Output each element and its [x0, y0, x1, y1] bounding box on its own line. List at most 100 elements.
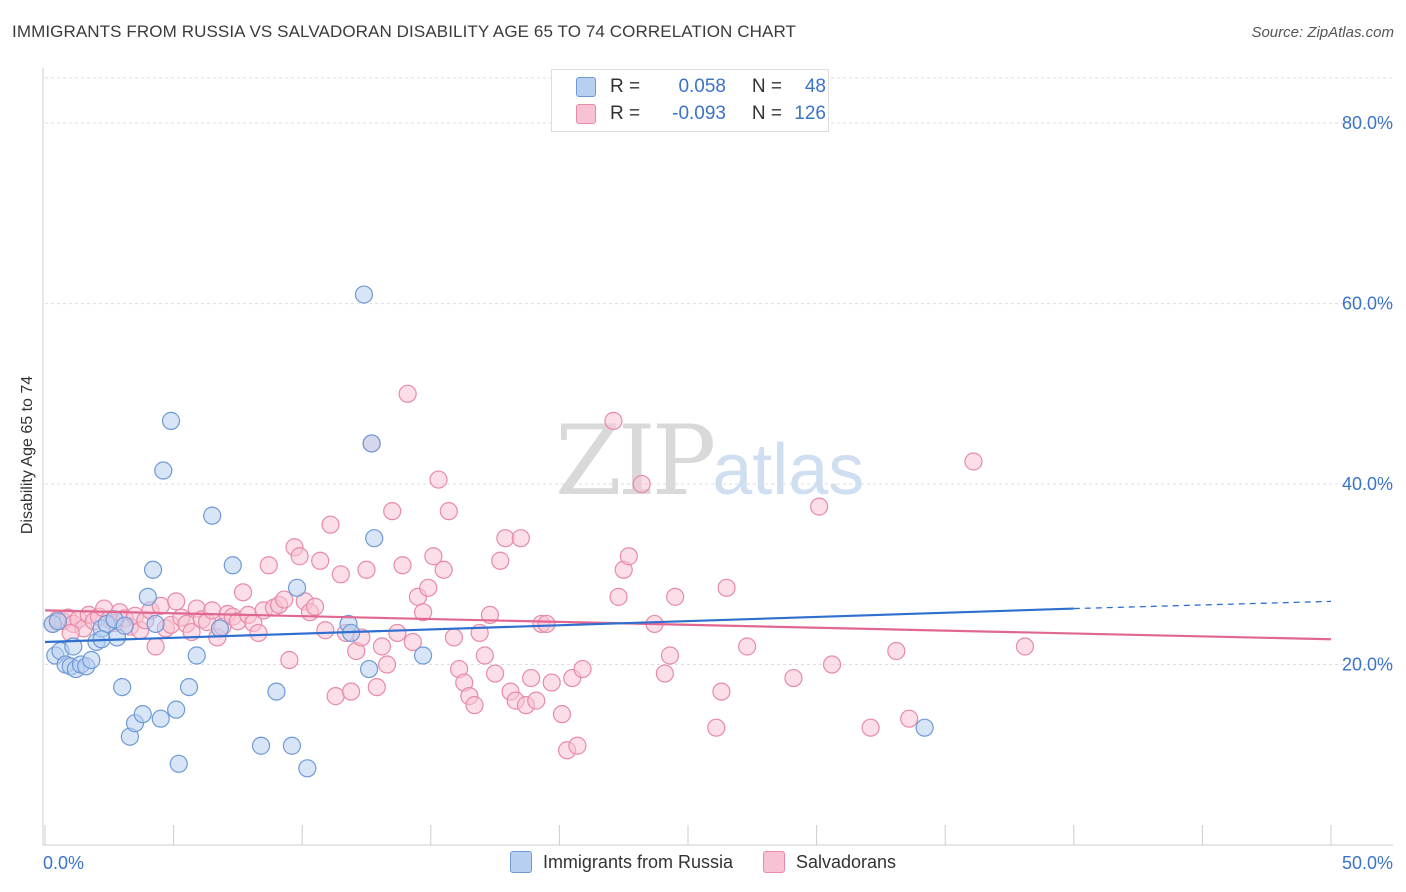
russia-point — [48, 612, 67, 631]
salvadoran-point — [527, 691, 546, 710]
salvadoran-point — [167, 592, 186, 611]
y-tick-label: 60.0% — [1342, 294, 1393, 314]
russia-point — [151, 709, 170, 728]
salvadoran-point — [496, 529, 515, 548]
russia-point — [210, 619, 229, 638]
russia-point — [154, 461, 173, 480]
watermark: ZIPatlas — [555, 405, 864, 517]
salvadoran-point — [666, 587, 685, 606]
russia-point — [161, 411, 181, 430]
watermark-atlas: atlas — [712, 430, 865, 510]
salvadoran-point — [316, 621, 335, 640]
salvadoran-point — [383, 502, 402, 521]
salvadoran-point — [367, 677, 386, 697]
salvadoran-point — [444, 628, 464, 647]
salvadoran-point — [146, 637, 165, 656]
trend-lines — [44, 600, 1332, 644]
salvadoran-point — [609, 587, 628, 606]
grid-lines — [45, 77, 1393, 666]
salvadoran-point — [712, 682, 731, 701]
russia-point — [146, 614, 165, 634]
salvadoran-point — [429, 470, 448, 489]
legend-r-value: 0.058 — [678, 76, 726, 97]
legend-item-russia: Immigrants from Russia — [509, 851, 733, 873]
salvadoran-point — [326, 687, 345, 706]
series-legend: Immigrants from Russia Salvadorans — [0, 851, 1406, 873]
salvadoran-point — [305, 597, 325, 616]
salvadoran-point — [660, 646, 680, 665]
legend-n-value: 48 — [804, 76, 826, 97]
russia-points — [43, 285, 934, 778]
salvadoran-point — [480, 605, 500, 625]
russia-point — [267, 682, 286, 701]
salvadoran-point — [887, 641, 906, 661]
salvadoran-point — [707, 718, 726, 737]
salvadoran-point — [203, 601, 222, 620]
legend-row-russia: R = 0.058 N = 48 — [576, 76, 826, 98]
salvadoran-point — [522, 668, 541, 688]
salvadoran-point — [259, 556, 278, 575]
salvadoran-point — [604, 411, 623, 430]
salvadoran-point — [784, 668, 803, 688]
russia-point — [282, 736, 302, 755]
russia-point — [138, 587, 157, 606]
russia-point — [167, 700, 186, 719]
tick-labels: 20.0% 40.0% 60.0% 80.0% 0.0% 50.0% — [43, 113, 1393, 873]
salvadoran-point — [388, 623, 407, 643]
salvadoran-point — [1015, 637, 1035, 656]
salvadoran-point — [537, 614, 556, 634]
salvadoran-point — [434, 560, 453, 579]
y-tick-label: 80.0% — [1342, 113, 1393, 133]
salvadoran-point — [249, 623, 268, 643]
russia-trend-extension — [1073, 600, 1332, 610]
salvadoran-point — [655, 664, 674, 683]
salvadoran-point — [413, 603, 433, 622]
salvadoran-point — [738, 637, 757, 656]
watermark-zip: ZIP — [555, 405, 716, 517]
salvadoran-point — [861, 718, 880, 737]
russia-point — [298, 759, 317, 778]
russia-point — [82, 650, 101, 670]
russia-point — [915, 718, 934, 737]
russia-point — [187, 646, 206, 665]
legend-swatch-russia — [509, 851, 532, 873]
salvadoran-point — [393, 556, 412, 575]
salvadoran-point — [486, 664, 505, 683]
salvadoran-point — [403, 632, 422, 652]
russia-point — [354, 285, 374, 304]
russia-point — [179, 677, 199, 697]
salvadoran-point — [372, 637, 392, 656]
salvadoran-point — [398, 384, 417, 403]
legend-label-salvadorans: Salvadorans — [795, 851, 897, 872]
salvadoran-point — [439, 502, 458, 521]
salvadoran-point — [233, 583, 253, 602]
y-tick-label: 40.0% — [1342, 474, 1393, 494]
salvadoran-point — [357, 560, 376, 579]
legend-r-label: R = — [610, 76, 641, 97]
salvadoran-point — [377, 655, 397, 674]
russia-point — [223, 556, 242, 575]
axes — [42, 68, 1393, 846]
russia-point — [203, 506, 222, 525]
russia-point — [287, 578, 307, 597]
salvadoran-point — [311, 551, 330, 570]
legend-swatch-salvadorans — [576, 104, 596, 124]
salvadoran-point — [810, 497, 829, 516]
y-tick-label: 20.0% — [1342, 655, 1393, 675]
salvadoran-point — [900, 709, 919, 728]
legend-label-russia: Immigrants from Russia — [542, 851, 733, 872]
salvadoran-point — [341, 682, 361, 701]
salvadoran-point — [964, 452, 983, 471]
salvadoran-point — [717, 578, 736, 597]
russia-point — [115, 616, 134, 635]
x-tick-label: 50.0% — [1342, 853, 1393, 873]
y-axis-label: Disability Age 65 to 74 — [19, 375, 36, 535]
salvadoran-point — [573, 659, 592, 679]
russia-point — [413, 646, 433, 665]
russia-point — [251, 736, 271, 755]
legend-row-salvadorans: R = -0.093 N = 126 — [576, 103, 826, 125]
salvadoran-point — [632, 474, 651, 494]
salvadoran-point — [465, 696, 484, 715]
russia-point — [133, 705, 152, 724]
